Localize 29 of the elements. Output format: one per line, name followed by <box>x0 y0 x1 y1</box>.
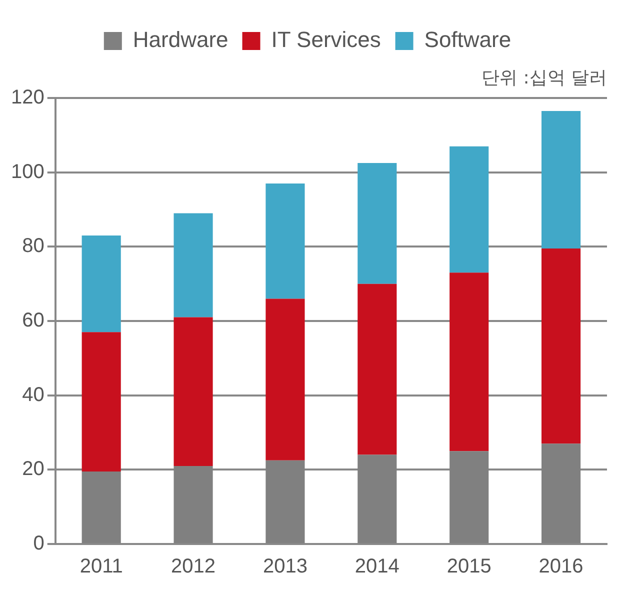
bar <box>82 236 121 332</box>
x-tick-label: 2012 <box>171 556 216 578</box>
x-tick-label: 2011 <box>80 556 123 578</box>
x-tick-label: 2016 <box>538 556 584 578</box>
x-tick-label: 2014 <box>354 556 400 578</box>
bar <box>174 213 213 318</box>
bar <box>266 183 305 299</box>
y-tick-label: 80 <box>22 235 44 258</box>
bar <box>174 317 213 466</box>
legend-label: Hardware <box>132 27 228 52</box>
bar <box>358 284 397 455</box>
x-tick-label: 2013 <box>262 556 308 578</box>
bar <box>358 163 397 284</box>
y-tick-label: 0 <box>33 532 44 555</box>
bar <box>541 111 581 249</box>
bar <box>450 272 489 452</box>
bar <box>541 248 581 444</box>
y-tick-label: 120 <box>10 86 44 109</box>
legend-label: Software <box>424 27 512 52</box>
y-tick-label: 60 <box>22 310 44 332</box>
y-tick-label: 40 <box>22 384 44 406</box>
y-tick-label: 100 <box>10 160 44 183</box>
x-tick-label: 2015 <box>446 556 492 578</box>
text: 단위 :십억 달러 <box>481 68 607 89</box>
bar <box>82 332 121 472</box>
bar <box>266 298 305 460</box>
legend-label: IT Services <box>271 27 381 52</box>
y-tick-label: 20 <box>22 458 44 480</box>
bar <box>450 146 489 273</box>
